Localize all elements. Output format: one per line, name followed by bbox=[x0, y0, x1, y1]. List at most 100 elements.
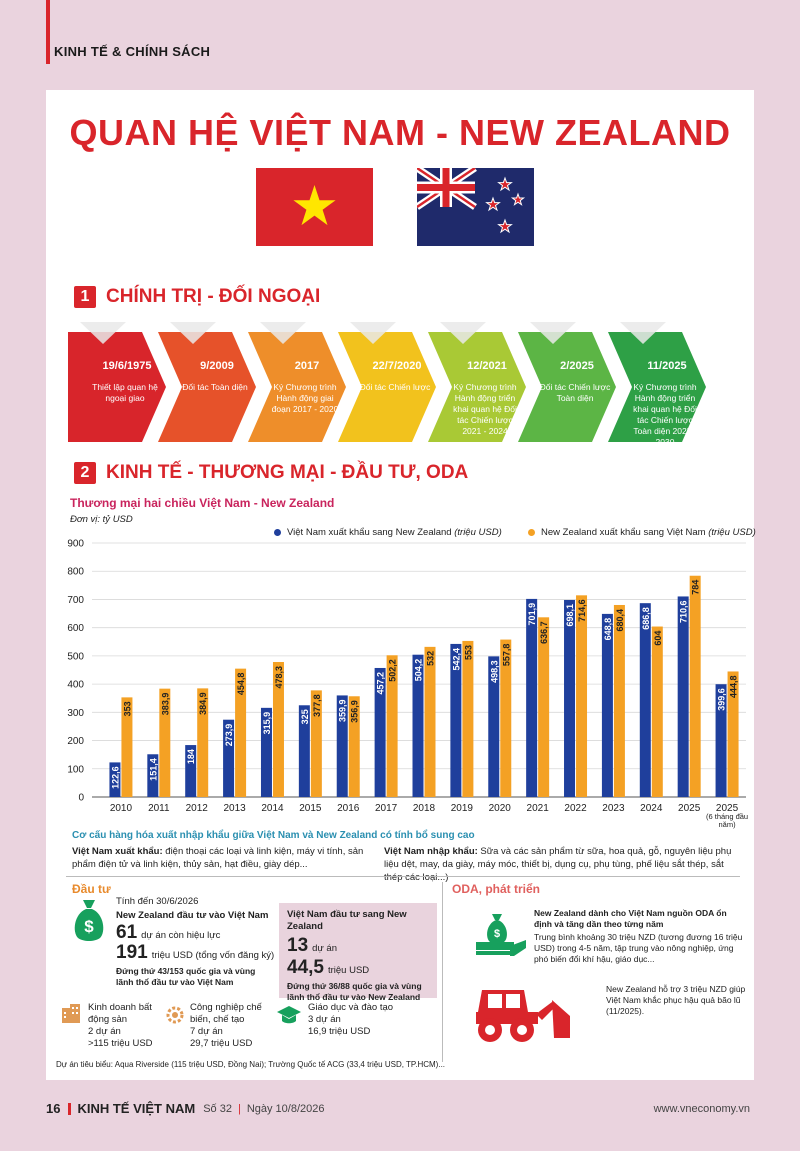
x-tick-note: (6 tháng đầu năm) bbox=[706, 813, 748, 829]
page-title: QUAN HỆ VIỆT NAM - NEW ZEALAND bbox=[69, 112, 731, 153]
footer-bar bbox=[68, 1102, 72, 1115]
vn-export-label: Việt Nam xuất khẩu: bbox=[72, 846, 163, 857]
data-label: 498,3 bbox=[489, 660, 499, 683]
data-label: 648,8 bbox=[603, 618, 613, 641]
sector-manufacturing: Công nghiệp chế biến, chế tạo 7 dự án 29… bbox=[190, 1002, 276, 1050]
timeline-description: Ký Chương trình Hành động triển khai qua… bbox=[633, 382, 697, 447]
vn-projects: 13 dự án bbox=[287, 935, 429, 957]
infographic-sheet: QUAN HỆ VIỆT NAM - NEW ZEALAND 1 CHÍNH T… bbox=[46, 90, 756, 1080]
timeline-notch bbox=[620, 322, 666, 344]
svg-text:$: $ bbox=[84, 917, 94, 936]
x-tick-label: 2013 bbox=[223, 803, 246, 814]
y-tick-label: 800 bbox=[67, 567, 84, 578]
x-tick-label: 2011 bbox=[148, 803, 170, 814]
website-link[interactable]: www.vneconomy.vn bbox=[653, 1102, 750, 1115]
timeline-arrows bbox=[68, 322, 706, 442]
section-title: KINH TẾ - THƯƠNG MẠI - ĐẦU TƯ, ODA bbox=[106, 462, 469, 483]
issue-number: Số 32 bbox=[203, 1102, 232, 1115]
data-label: 359,9 bbox=[338, 699, 348, 722]
data-label: 478,3 bbox=[274, 666, 284, 689]
legend-label: New Zealand xuất khẩu sang Việt Nam bbox=[541, 527, 706, 538]
bar-nz-export bbox=[348, 696, 360, 797]
bar-nz-export bbox=[272, 662, 284, 797]
data-label: 454,8 bbox=[236, 673, 246, 696]
timeline-date: 22/7/2020 bbox=[372, 360, 422, 372]
y-tick-label: 0 bbox=[78, 793, 84, 804]
nz-capital: 191 triệu USD (tổng vốn đăng ký) bbox=[116, 942, 274, 964]
nz-projects: 61 dự án còn hiệu lực bbox=[116, 922, 220, 944]
sector-name: Kinh doanh bất động sản bbox=[88, 1002, 152, 1025]
timeline-description: Đối tác Chiến lược Toàn diện bbox=[539, 382, 611, 403]
data-label: 315,9 bbox=[262, 712, 272, 735]
bar-nz-export bbox=[689, 575, 701, 797]
vn-import-text: Việt Nam nhập khẩu: Sữa và các sản phẩm … bbox=[384, 845, 744, 884]
x-tick-label: 2020 bbox=[489, 803, 512, 814]
page-number: 16 bbox=[46, 1101, 61, 1116]
x-tick-label: 2025 bbox=[716, 803, 739, 814]
nz-rank: Đứng thứ 43/153 quốc gia và vùng lãnh th… bbox=[116, 966, 256, 987]
data-label: 784 bbox=[691, 580, 701, 595]
bar-vn-export bbox=[223, 719, 235, 797]
vn-import-label: Việt Nam nhập khẩu: bbox=[384, 846, 478, 857]
timeline-arrow bbox=[608, 332, 706, 442]
bar-vn-export bbox=[147, 754, 159, 797]
vn-projects-count: 13 bbox=[287, 935, 309, 956]
sector-real-estate-icon-wrap bbox=[60, 1002, 120, 1029]
sector-real-estate: Kinh doanh bất động sản 2 dự án >115 tri… bbox=[88, 1002, 160, 1050]
oda-flood-support: New Zealand hỗ trợ 3 triệu NZD giúp Việt… bbox=[606, 984, 746, 1016]
nz-projects-text: dự án còn hiệu lực bbox=[141, 930, 221, 941]
bar-nz-export bbox=[159, 688, 171, 797]
sector-count: 2 dự án bbox=[88, 1026, 121, 1037]
bar-nz-export bbox=[121, 697, 133, 797]
x-tick-label: 2010 bbox=[110, 803, 133, 814]
timeline-notch bbox=[80, 322, 126, 344]
bar-vn-export bbox=[412, 654, 424, 797]
timeline-date: 2/2025 bbox=[560, 360, 594, 372]
data-label: 532 bbox=[426, 651, 436, 666]
bar-nz-export bbox=[651, 626, 663, 797]
vn-capital: 44,5 triệu USD bbox=[287, 957, 429, 979]
data-label: 710,6 bbox=[679, 600, 689, 623]
timeline-description: Ký Chương trình Hành động giai đoạn 2017… bbox=[271, 382, 339, 414]
bar-vn-export bbox=[450, 643, 462, 797]
divider bbox=[66, 876, 740, 877]
x-tick-label: 2019 bbox=[451, 803, 474, 814]
oda-headline: New Zealand dành cho Việt Nam nguồn ODA … bbox=[534, 908, 727, 929]
page-footer: 16 KINH TẾ VIỆT NAM Số 32 | Ngày 10/8/20… bbox=[46, 1101, 754, 1116]
timeline-notch bbox=[530, 322, 576, 344]
x-tick-label: 2015 bbox=[299, 803, 322, 814]
data-label: 502,2 bbox=[388, 659, 398, 682]
data-label: 122,6 bbox=[110, 766, 120, 789]
building-icon bbox=[62, 1004, 80, 1023]
data-label: 542,4 bbox=[451, 648, 461, 671]
issue-date: Ngày 10/8/2026 bbox=[246, 1102, 325, 1115]
bar-nz-export bbox=[576, 595, 588, 797]
investment-date: Tính đến 30/6/2026 bbox=[116, 896, 199, 907]
legend-label: Việt Nam xuất khẩu sang New Zealand bbox=[287, 527, 452, 538]
x-tick-label: 2014 bbox=[261, 803, 284, 814]
timeline-date: 11/2025 bbox=[647, 360, 687, 372]
sector-amount: 16,9 triệu USD bbox=[308, 1026, 371, 1037]
timeline-notch bbox=[350, 322, 396, 344]
data-label: 384,9 bbox=[198, 692, 208, 715]
vn-export-items: điện thoại các loại và linh kiện, máy vi… bbox=[72, 846, 364, 870]
data-label: 444,8 bbox=[729, 675, 739, 698]
sector-amount: >115 triệu USD bbox=[88, 1038, 153, 1049]
nz-capital-text: triệu USD (tổng vốn đăng ký) bbox=[151, 950, 275, 961]
timeline-arrow bbox=[248, 332, 346, 442]
y-tick-label: 400 bbox=[67, 680, 84, 691]
data-label: 636,7 bbox=[539, 621, 549, 644]
x-tick-label: 2012 bbox=[186, 803, 209, 814]
chart-title: Thương mại hai chiều Việt Nam - New Zeal… bbox=[70, 496, 335, 510]
timeline-arrow bbox=[158, 332, 256, 442]
data-label: 325 bbox=[300, 709, 310, 724]
highlight-projects: Dự án tiêu biểu: Aqua Riverside (115 tri… bbox=[56, 1060, 446, 1069]
timeline-description: Đối tác Chiến lược bbox=[359, 382, 431, 392]
data-label: 457,2 bbox=[376, 672, 386, 695]
timeline-description: Ký Chương trình Hành động triển khai qua… bbox=[453, 382, 517, 436]
bar-vn-export bbox=[185, 745, 197, 797]
section-title: CHÍNH TRỊ - ĐỐI NGOẠI bbox=[106, 286, 321, 307]
bar-nz-export bbox=[613, 604, 625, 797]
bar-vn-export bbox=[336, 695, 348, 797]
timeline-date: 9/2009 bbox=[200, 360, 234, 372]
